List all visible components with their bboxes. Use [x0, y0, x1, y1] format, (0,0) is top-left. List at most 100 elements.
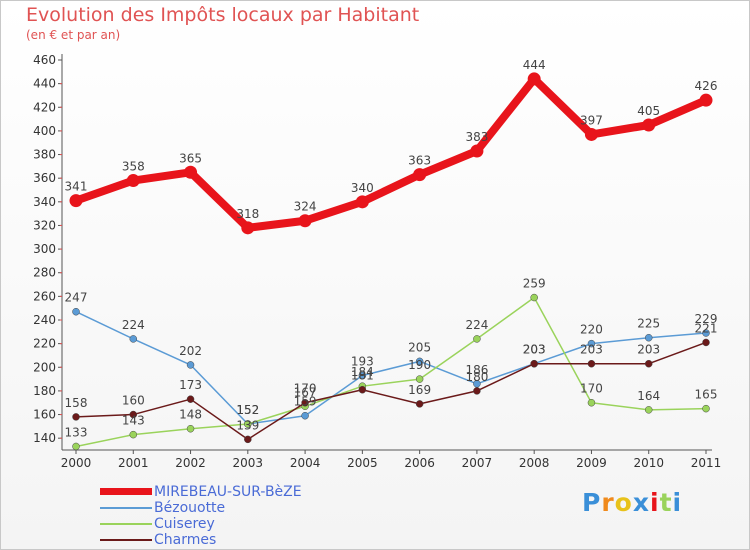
- legend-label: Bézouotte: [154, 500, 226, 516]
- y-tick-label: 160: [33, 408, 56, 422]
- y-tick-label: 340: [33, 195, 56, 209]
- data-point: [413, 168, 427, 182]
- data-point: [584, 127, 598, 141]
- data-label: 148: [179, 408, 202, 422]
- data-label: 259: [523, 277, 546, 291]
- data-label: 190: [408, 358, 431, 372]
- data-point: [587, 339, 596, 348]
- chart-subtitle: (en € et par an): [26, 28, 121, 42]
- data-point: [129, 335, 138, 343]
- data-label: 220: [580, 323, 603, 337]
- y-tick-label: 400: [33, 124, 56, 138]
- y-tick-label: 420: [33, 100, 56, 114]
- data-point: [702, 404, 710, 413]
- data-point: [473, 335, 481, 343]
- data-label: 444: [523, 58, 546, 72]
- data-point: [587, 398, 596, 407]
- logo-letter: t: [659, 488, 673, 517]
- data-label: 170: [294, 382, 317, 396]
- data-label: 160: [122, 394, 145, 408]
- y-tick-label: 200: [33, 360, 56, 374]
- data-label: 341: [65, 180, 88, 194]
- logo-letter: x: [632, 488, 650, 517]
- logo-letter: P: [582, 488, 602, 517]
- data-point: [587, 359, 596, 368]
- data-point: [298, 214, 312, 228]
- data-point: [470, 144, 484, 158]
- x-tick-label: 2007: [462, 456, 493, 470]
- data-point: [72, 442, 80, 451]
- data-point: [186, 361, 195, 369]
- data-point: [415, 400, 424, 408]
- y-tick-label: 180: [33, 384, 56, 398]
- data-label: 205: [408, 340, 431, 354]
- legend-swatch: [100, 539, 152, 541]
- data-point: [186, 395, 195, 403]
- x-tick-label: 2001: [118, 456, 149, 470]
- logo-letter: i: [672, 488, 683, 517]
- series-line-3: [75, 341, 707, 441]
- x-tick-label: 2009: [576, 456, 607, 470]
- x-tick-label: 2000: [61, 456, 92, 470]
- y-tick-label: 380: [33, 148, 56, 162]
- y-tick-label: 300: [33, 242, 56, 256]
- x-tick-label: 2008: [519, 456, 550, 470]
- data-point: [642, 118, 656, 132]
- y-tick-label: 140: [33, 431, 56, 445]
- logo-letter: i: [650, 488, 660, 517]
- data-point: [644, 333, 653, 342]
- data-label: 139: [236, 418, 259, 432]
- data-label: 426: [695, 79, 718, 93]
- data-point: [72, 307, 80, 316]
- data-label: 180: [465, 370, 488, 384]
- data-label: 159: [294, 395, 317, 409]
- chart-title: Evolution des Impôts locaux par Habitant: [26, 4, 420, 26]
- data-label: 340: [351, 181, 374, 195]
- data-label: 184: [351, 365, 374, 379]
- data-point: [129, 410, 138, 419]
- data-point: [699, 93, 713, 107]
- data-label: 229: [695, 312, 718, 326]
- data-label: 203: [580, 343, 603, 357]
- data-label: 181: [351, 369, 374, 383]
- y-tick-label: 440: [33, 77, 56, 91]
- data-label: 405: [637, 104, 660, 118]
- data-point: [358, 385, 367, 394]
- data-point: [527, 72, 541, 86]
- data-label: 158: [65, 396, 88, 410]
- y-tick-label: 460: [33, 53, 56, 67]
- data-label: 203: [523, 343, 546, 357]
- data-point: [415, 375, 424, 383]
- data-point: [473, 387, 481, 395]
- y-tick-label: 280: [33, 266, 56, 280]
- series-line-1: [75, 310, 707, 425]
- proxiti-logo: Proxiti: [582, 488, 682, 517]
- x-tick-label: 2005: [347, 456, 378, 470]
- data-point: [184, 165, 198, 179]
- data-point: [702, 329, 710, 337]
- data-label: 152: [236, 403, 259, 417]
- data-label: 186: [465, 363, 488, 377]
- data-label: 202: [179, 344, 202, 358]
- data-label: 383: [465, 130, 488, 144]
- data-label: 203: [637, 343, 660, 357]
- y-tick-label: 220: [33, 337, 56, 351]
- data-point: [702, 338, 710, 347]
- data-label: 397: [580, 113, 603, 127]
- data-label: 133: [65, 425, 88, 439]
- data-label: 152: [236, 403, 259, 417]
- x-tick-label: 2004: [290, 456, 321, 470]
- legend-swatch: [100, 523, 152, 525]
- data-point: [244, 435, 252, 444]
- x-tick-label: 2002: [175, 456, 206, 470]
- data-label: 173: [179, 378, 202, 392]
- data-label: 193: [351, 355, 374, 369]
- data-point: [415, 357, 424, 366]
- y-tick-label: 240: [33, 313, 56, 327]
- data-point: [301, 398, 309, 407]
- data-point: [69, 194, 83, 208]
- data-point: [301, 411, 309, 420]
- data-point: [126, 174, 140, 188]
- y-tick-label: 260: [33, 289, 56, 303]
